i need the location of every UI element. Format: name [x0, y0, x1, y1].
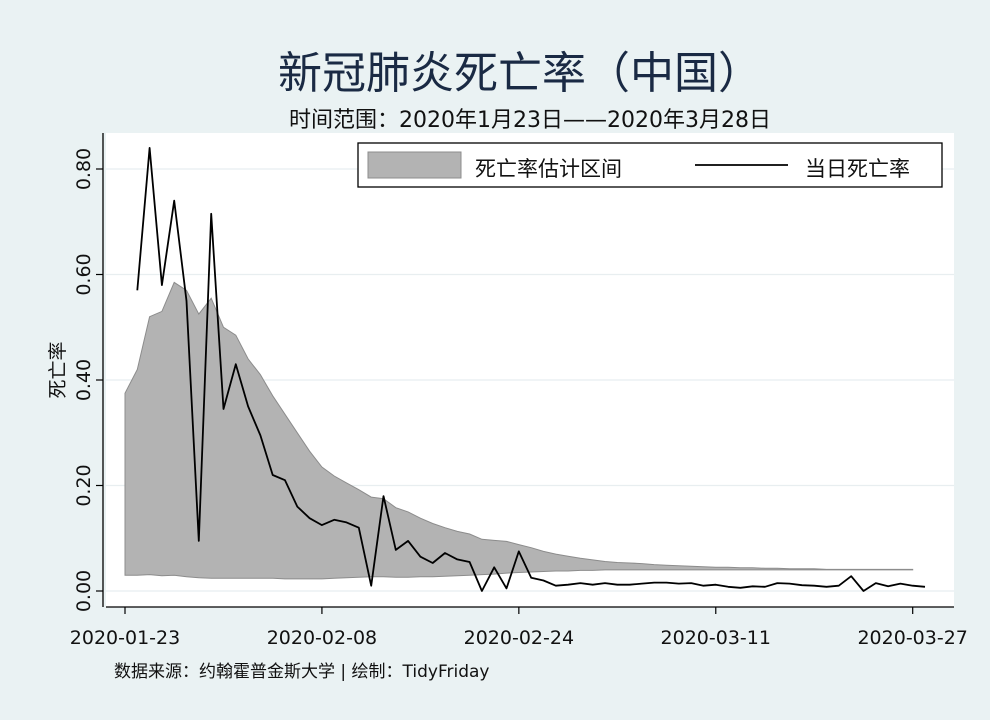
y-axis-label: 死亡率: [47, 341, 69, 398]
chart-subtitle: 时间范围：2020年1月23日——2020年3月28日: [289, 108, 771, 133]
x-tick-label-4: 2020-03-27: [857, 627, 967, 649]
legend: 死亡率估计区间 当日死亡率: [357, 142, 943, 188]
line-layer: [136, 146, 926, 592]
legend-label-line: 当日死亡率: [805, 157, 910, 181]
legend-label-band: 死亡率估计区间: [475, 157, 622, 181]
x-axis: 2020-01-23 2020-02-08 2020-02-24 2020-03-11…: [70, 607, 968, 649]
x-tick-label-0: 2020-01-23: [70, 627, 180, 649]
y-tick-label-3: 0.60: [73, 253, 95, 295]
y-axis: 0.00 0.20 0.40 0.60 0.80: [73, 148, 103, 612]
legend-swatch-band: [367, 151, 462, 179]
daily-rate-line: [136, 146, 926, 592]
band-area: [124, 281, 914, 580]
band-layer: [124, 281, 914, 580]
y-tick-label-1: 0.20: [73, 464, 95, 506]
y-tick-label-2: 0.40: [73, 359, 95, 401]
chart-title: 新冠肺炎死亡率（中国）: [278, 48, 762, 99]
chart-footer: 数据来源：约翰霍普金斯大学 | 绘制：TidyFriday: [114, 662, 490, 682]
x-tick-label-2: 2020-02-24: [464, 627, 574, 649]
x-tick-label-3: 2020-03-11: [661, 627, 771, 649]
y-tick-label-0: 0.00: [73, 570, 95, 612]
x-tick-label-1: 2020-02-08: [267, 627, 377, 649]
y-tick-label-4: 0.80: [73, 148, 95, 190]
